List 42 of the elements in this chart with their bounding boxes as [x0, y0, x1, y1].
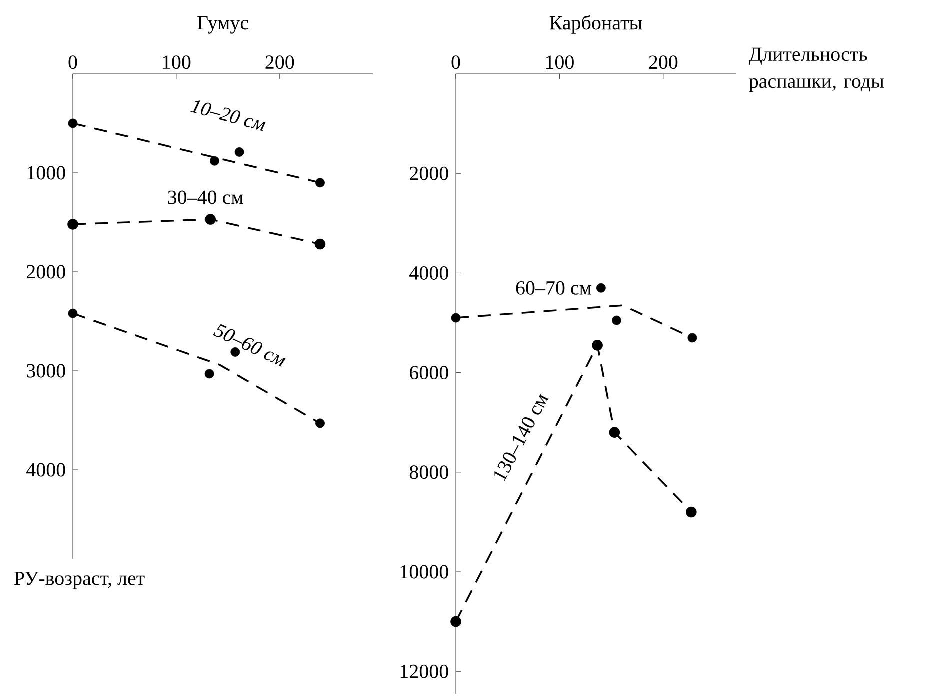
- point: [205, 214, 216, 225]
- y-tick-label: 3000: [27, 364, 66, 378]
- text: 10–20 см: [190, 100, 266, 132]
- y-tick-label: 6000: [410, 366, 448, 380]
- point: [234, 148, 244, 157]
- point: [68, 118, 78, 128]
- point: [316, 178, 325, 188]
- point: [450, 616, 462, 628]
- y-tick-label: 8000: [410, 466, 448, 480]
- point: [596, 283, 606, 293]
- x-tick-label: 200: [649, 56, 678, 70]
- point: [210, 156, 220, 166]
- y-tick-label: 12000: [400, 664, 448, 678]
- x-tick-label: 0: [68, 56, 78, 70]
- y-tick-label: 4000: [26, 463, 66, 477]
- point: [451, 313, 461, 323]
- point: [612, 316, 622, 326]
- text: 50–60 см: [213, 324, 286, 367]
- point: [68, 308, 78, 318]
- chart-title: Гумус: [198, 16, 248, 34]
- point: [314, 238, 326, 250]
- y-axis-title: РУ-возраст, лет: [14, 572, 145, 590]
- x-tick-label: 100: [163, 56, 191, 70]
- series-label: 60–70 см: [516, 281, 592, 295]
- point: [204, 369, 214, 379]
- y-tick-label: 2000: [27, 265, 66, 279]
- point: [592, 340, 603, 351]
- point: [609, 427, 620, 438]
- point: [316, 418, 325, 428]
- y-tick-label: 4000: [410, 266, 448, 280]
- series-label: 30–40 см: [168, 190, 244, 204]
- x-tick-label: 0: [452, 56, 460, 70]
- x-tick-label: 200: [266, 56, 294, 70]
- x-tick-label: 100: [546, 56, 574, 70]
- y-tick-label: 10000: [400, 565, 448, 579]
- chart-title: Карбонаты: [550, 15, 642, 34]
- point: [686, 506, 697, 518]
- x-axis-title: Длительность распашки, годы: [749, 48, 884, 92]
- point: [68, 219, 78, 230]
- point: [688, 333, 698, 343]
- y-tick-label: 1000: [28, 166, 66, 180]
- y-tick-label: 2000: [410, 166, 448, 180]
